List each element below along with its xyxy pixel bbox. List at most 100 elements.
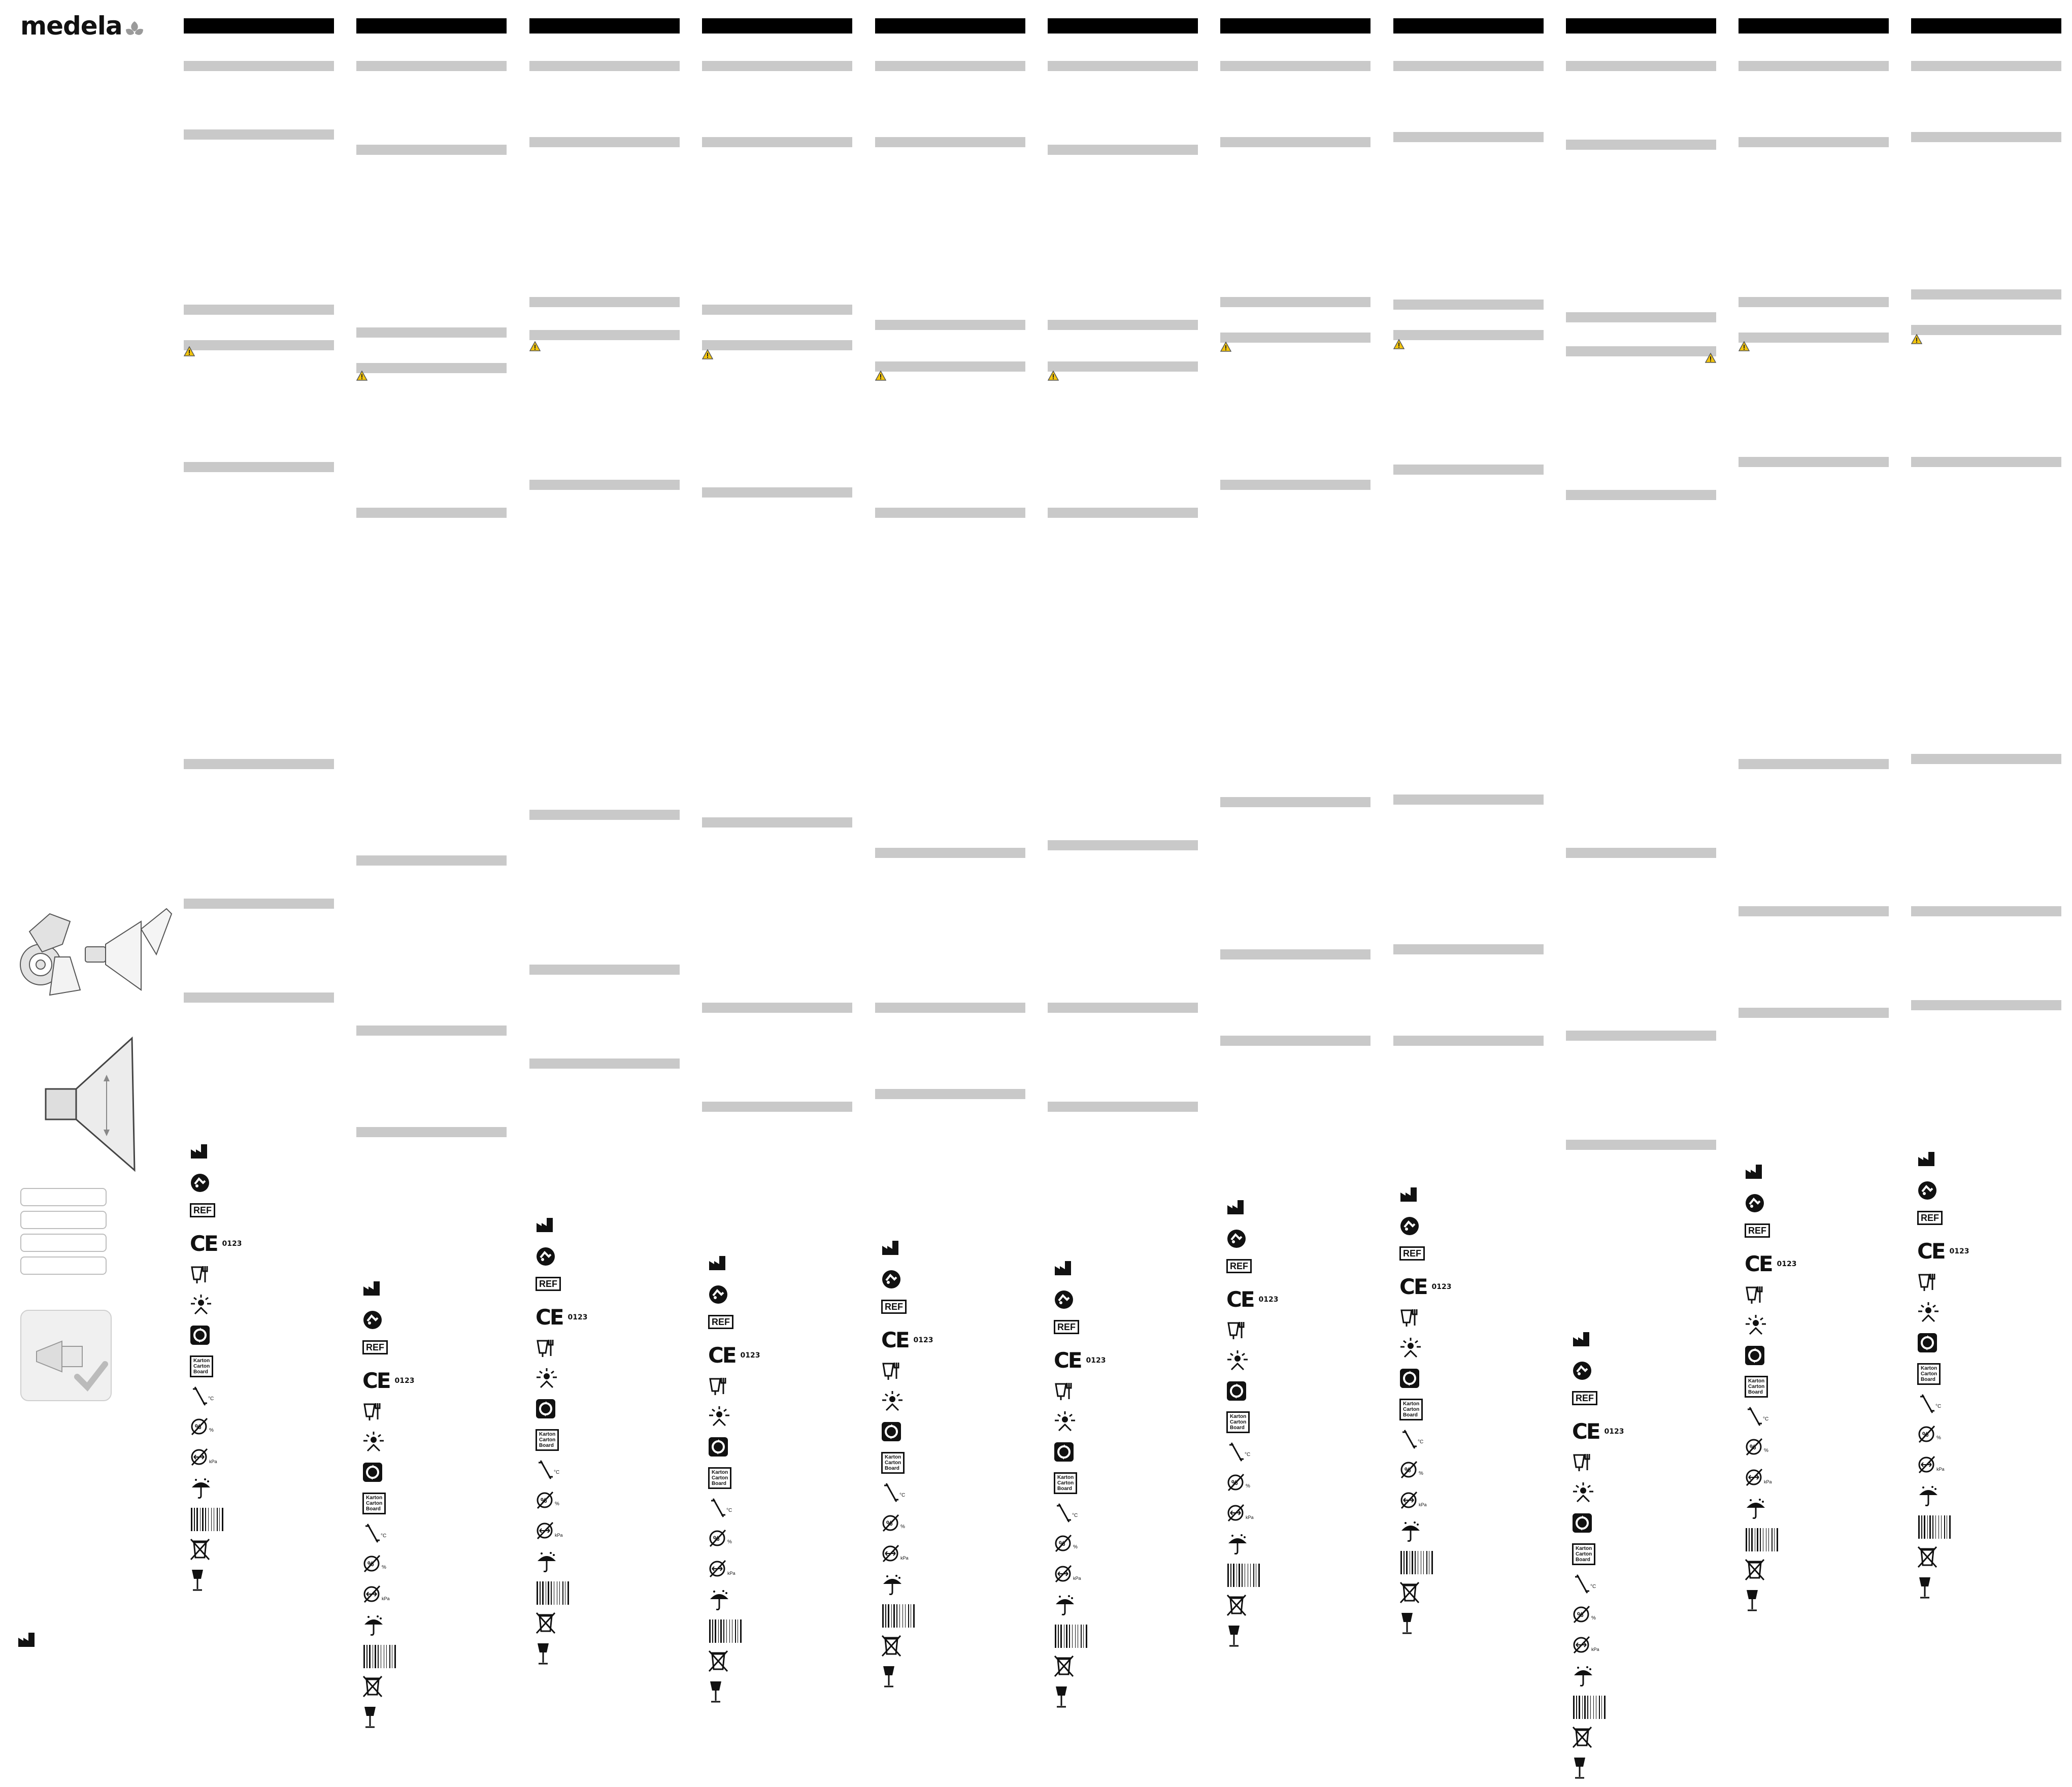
ce-mark-icon: CE 0123 [536, 1307, 596, 1328]
text-line-placeholder [1739, 61, 1889, 71]
symbol-list: REF CE 0123 Karton Carton Board °C%% kPa [362, 1279, 423, 1736]
ce-mark: CE 0123 [1572, 1419, 1624, 1444]
ce-mark: CE 0123 [1399, 1274, 1452, 1299]
notified-body-number: 0123 [1086, 1356, 1106, 1365]
carton-board-label: Karton Carton Board [362, 1493, 386, 1514]
language-column-9: REF CE 0123 Karton Carton Board °C%% kPa [1566, 0, 1717, 1784]
language-header-bar [875, 18, 1025, 34]
text-line-placeholder [184, 759, 334, 769]
glass-icon [1226, 1625, 1287, 1647]
keep-away-from-sunlight-icon [1226, 1350, 1287, 1371]
keep-dry-icon [1572, 1665, 1633, 1686]
recycle-icon [190, 1325, 251, 1345]
manufacturer-icon [1745, 1163, 1806, 1180]
manufacturer-icon [881, 1239, 942, 1256]
barcode-icon [708, 1619, 769, 1643]
notified-body-number: 0123 [394, 1377, 415, 1385]
humidity-unit: % [555, 1501, 559, 1507]
ce-mark: CE 0123 [708, 1343, 760, 1368]
text-line-placeholder [1048, 1003, 1198, 1013]
language-column-7: REF CE 0123 Karton Carton Board °C%% kPa [1220, 0, 1371, 1784]
ref-icon: REF [1572, 1391, 1633, 1408]
notified-body-number: 0123 [1949, 1247, 1969, 1255]
ce-mark: CE 0123 [190, 1231, 242, 1256]
text-line-placeholder [1739, 906, 1889, 916]
ref-icon: REF [1226, 1259, 1287, 1276]
weee-bin-icon [190, 1538, 251, 1561]
text-line-placeholder [1048, 361, 1198, 372]
carton-board-icon: Karton Carton Board [708, 1467, 769, 1489]
keep-dry-icon [1226, 1533, 1287, 1554]
humidity-limit-icon: %% [1917, 1424, 1978, 1443]
recycle-icon [362, 1462, 423, 1482]
recycle-icon [1745, 1345, 1806, 1365]
pressure-unit: kPa [209, 1459, 217, 1464]
text-line-placeholder [529, 297, 680, 307]
barcode-icon [1572, 1696, 1633, 1719]
glass-icon [1745, 1589, 1806, 1611]
ref-icon: REF [881, 1300, 942, 1317]
temperature-unit: °C [726, 1508, 732, 1513]
temperature-unit: °C [1418, 1439, 1424, 1445]
ref-icon: REF [362, 1340, 423, 1358]
warning-icon [1911, 334, 1923, 344]
language-header-bar [1566, 18, 1716, 34]
text-line-placeholder [702, 61, 852, 71]
text-line-placeholder [184, 899, 334, 909]
text-line-placeholder [1739, 1008, 1889, 1018]
warning-icon [1047, 370, 1059, 381]
text-line-placeholder [1911, 325, 2061, 335]
text-line-placeholder [1739, 759, 1889, 769]
temperature-limit-icon: °C [881, 1482, 942, 1502]
language-header-bar [1048, 18, 1198, 34]
humidity-limit-icon: %% [1399, 1460, 1460, 1479]
keep-away-from-sunlight-icon [1745, 1315, 1806, 1335]
pressure-unit: kPa [1764, 1479, 1772, 1484]
text-line-placeholder [875, 1089, 1025, 1099]
language-column-8: REF CE 0123 Karton Carton Board °C%% kPa [1393, 0, 1544, 1784]
food-contact-icon [708, 1376, 769, 1395]
recycle-icon [1917, 1333, 1978, 1352]
text-line-placeholder [529, 480, 680, 490]
glass-icon [881, 1665, 942, 1687]
text-line-placeholder [1911, 61, 2061, 71]
ref-label: REF [1917, 1211, 1943, 1225]
text-line-placeholder [1911, 906, 2061, 916]
date-of-manufacture-icon [1572, 1361, 1633, 1380]
text-line-placeholder [184, 462, 334, 472]
language-column-3: REF CE 0123 Karton Carton Board °C%% kPa [529, 0, 680, 1784]
notified-body-number: 0123 [1431, 1283, 1452, 1291]
weee-bin-icon [1917, 1546, 1978, 1568]
text-line-placeholder [1220, 480, 1371, 490]
symbol-list: REF CE 0123 Karton Carton Board °C%% kPa [1745, 1163, 1806, 1619]
ref-label: REF [362, 1340, 388, 1354]
pressure-unit: kPa [382, 1596, 390, 1601]
humidity-limit-icon: %% [362, 1553, 423, 1573]
ref-icon: REF [1399, 1246, 1460, 1264]
language-header-bar [356, 18, 507, 34]
warning-icon [1738, 341, 1750, 351]
warning-icon [529, 341, 541, 351]
barcode-icon [1054, 1625, 1115, 1648]
ce-mark-icon: CE 0123 [708, 1345, 769, 1366]
notified-body-number: 0123 [1604, 1428, 1624, 1436]
temperature-limit-icon: °C [1226, 1442, 1287, 1462]
ref-label: REF [1226, 1259, 1252, 1273]
text-line-placeholder [1739, 297, 1889, 307]
barcode-icon [536, 1581, 596, 1605]
humidity-unit: % [1936, 1435, 1941, 1441]
temperature-unit: °C [554, 1470, 560, 1475]
text-line-placeholder [1911, 754, 2061, 764]
text-line-placeholder [875, 361, 1025, 372]
temperature-limit-icon: °C [1572, 1574, 1633, 1594]
text-line-placeholder [1911, 289, 2061, 300]
pressure-limit-icon: kPa [1226, 1503, 1287, 1522]
humidity-limit-icon: %% [1572, 1604, 1633, 1624]
notified-body-number: 0123 [1258, 1296, 1279, 1304]
ref-label: REF [881, 1300, 907, 1314]
ref-label: REF [708, 1315, 733, 1329]
text-line-placeholder [184, 129, 334, 140]
carton-board-label: Karton Carton Board [1226, 1411, 1250, 1433]
text-line-placeholder [1566, 490, 1716, 500]
text-line-placeholder [1393, 795, 1544, 805]
